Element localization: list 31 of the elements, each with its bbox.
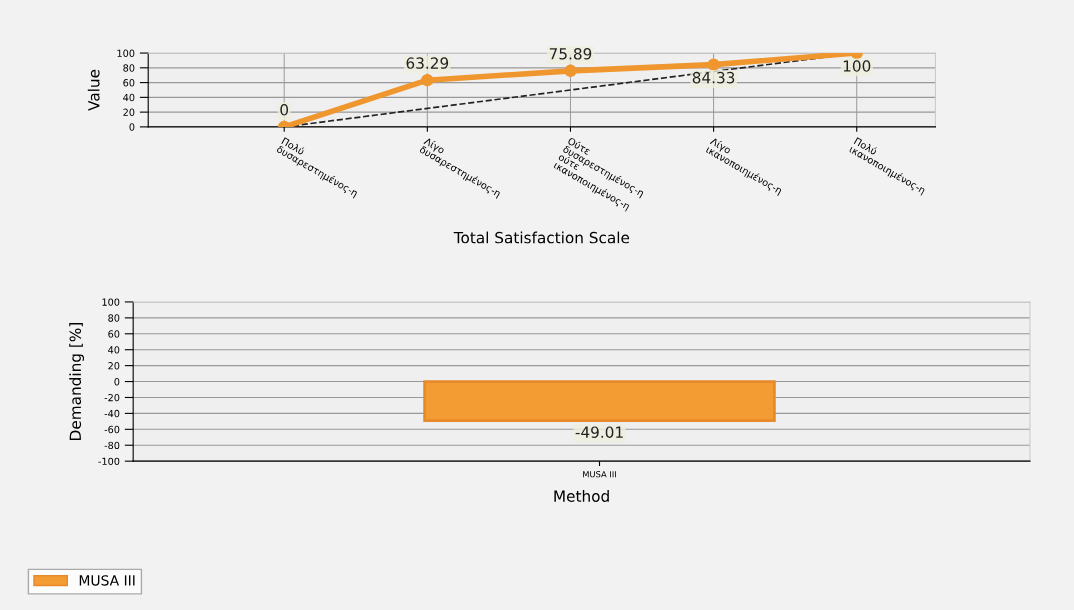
y-tick-label: -60 [104,425,120,434]
data-label: 75.89 [549,48,592,60]
point [707,58,720,71]
data-label: 63.29 [406,57,449,69]
y-tick-label: 0 [129,123,135,131]
y-tick-label: 0 [114,378,120,386]
data-label: 100 [843,60,871,72]
y-tick-label: -20 [104,393,120,402]
y-tick-label: -80 [104,441,120,450]
x-axis-title: Method [554,490,609,502]
y-tick-label: 100 [117,49,135,57]
x-axis-title: Total Satisfaction Scale [453,231,630,244]
legend-label: MUSA III [79,575,135,586]
y-tick-label: 80 [108,314,120,322]
y-tick-label: -40 [104,409,120,418]
point [421,73,434,87]
y-tick-label: -100 [98,457,120,465]
y-tick-label: 40 [123,93,135,102]
point [564,64,577,78]
y-tick-label: 20 [123,108,135,116]
y-tick-label: 60 [108,330,120,338]
y-tick-label: 40 [108,346,120,354]
data-label: 0 [280,104,289,116]
data-label: 84.33 [692,71,735,84]
y-tick-label: 20 [108,362,120,370]
y-axis-title: Demanding [%] [69,323,85,440]
y-axis-title: Value [87,69,100,111]
y-tick-label: 100 [102,298,120,306]
y-tick-label: 60 [123,79,135,87]
data-label: -49.01 [575,426,623,438]
y-tick-label: 80 [123,64,135,72]
